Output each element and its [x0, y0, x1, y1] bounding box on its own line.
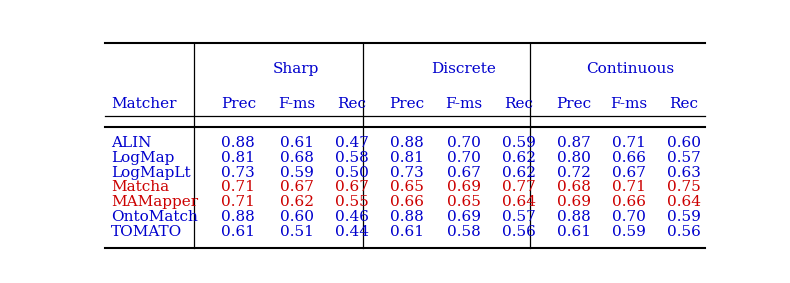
Text: F-ms: F-ms: [445, 97, 482, 111]
Text: 0.56: 0.56: [667, 225, 701, 239]
Text: 0.71: 0.71: [221, 195, 255, 209]
Text: 0.57: 0.57: [502, 210, 536, 224]
Text: 0.67: 0.67: [612, 166, 646, 179]
Text: 0.81: 0.81: [221, 151, 255, 165]
Text: 0.66: 0.66: [612, 195, 646, 209]
Text: 0.71: 0.71: [221, 180, 255, 194]
Text: 0.65: 0.65: [446, 195, 480, 209]
Text: 0.61: 0.61: [221, 225, 255, 239]
Text: Rec: Rec: [670, 97, 698, 111]
Text: LogMapLt: LogMapLt: [111, 166, 190, 179]
Text: 0.46: 0.46: [335, 210, 369, 224]
Text: 0.50: 0.50: [335, 166, 369, 179]
Text: Sharp: Sharp: [273, 62, 319, 76]
Text: 0.87: 0.87: [557, 136, 591, 150]
Text: 0.67: 0.67: [280, 180, 314, 194]
Text: 0.71: 0.71: [612, 180, 646, 194]
Text: 0.88: 0.88: [389, 136, 423, 150]
Text: 0.51: 0.51: [280, 225, 314, 239]
Text: 0.62: 0.62: [502, 166, 536, 179]
Text: 0.88: 0.88: [389, 210, 423, 224]
Text: Prec: Prec: [220, 97, 256, 111]
Text: Prec: Prec: [389, 97, 424, 111]
Text: 0.62: 0.62: [280, 195, 314, 209]
Text: 0.69: 0.69: [446, 180, 480, 194]
Text: 0.73: 0.73: [221, 166, 255, 179]
Text: 0.72: 0.72: [557, 166, 591, 179]
Text: 0.73: 0.73: [389, 166, 423, 179]
Text: 0.62: 0.62: [502, 151, 536, 165]
Text: 0.69: 0.69: [557, 195, 591, 209]
Text: Rec: Rec: [337, 97, 366, 111]
Text: 0.88: 0.88: [557, 210, 591, 224]
Text: 0.77: 0.77: [502, 180, 536, 194]
Text: 0.68: 0.68: [280, 151, 314, 165]
Text: 0.88: 0.88: [221, 210, 255, 224]
Text: 0.59: 0.59: [667, 210, 701, 224]
Text: 0.59: 0.59: [280, 166, 314, 179]
Text: 0.88: 0.88: [221, 136, 255, 150]
Text: 0.58: 0.58: [447, 225, 480, 239]
Text: 0.64: 0.64: [667, 195, 701, 209]
Text: 0.47: 0.47: [335, 136, 369, 150]
Text: 0.66: 0.66: [389, 195, 423, 209]
Text: 0.61: 0.61: [557, 225, 591, 239]
Text: 0.71: 0.71: [612, 136, 646, 150]
Text: LogMap: LogMap: [111, 151, 175, 165]
Text: 0.61: 0.61: [389, 225, 423, 239]
Text: Continuous: Continuous: [586, 62, 674, 76]
Text: 0.67: 0.67: [335, 180, 369, 194]
Text: 0.68: 0.68: [557, 180, 591, 194]
Text: 0.55: 0.55: [335, 195, 368, 209]
Text: 0.60: 0.60: [280, 210, 314, 224]
Text: 0.81: 0.81: [389, 151, 423, 165]
Text: F-ms: F-ms: [278, 97, 315, 111]
Text: 0.61: 0.61: [280, 136, 314, 150]
Text: Matcha: Matcha: [111, 180, 169, 194]
Text: 0.59: 0.59: [612, 225, 646, 239]
Text: Prec: Prec: [556, 97, 592, 111]
Text: Discrete: Discrete: [431, 62, 496, 76]
Text: 0.67: 0.67: [446, 166, 480, 179]
Text: 0.66: 0.66: [612, 151, 646, 165]
Text: MAMapper: MAMapper: [111, 195, 198, 209]
Text: 0.64: 0.64: [502, 195, 536, 209]
Text: 0.59: 0.59: [502, 136, 536, 150]
Text: TOMATO: TOMATO: [111, 225, 182, 239]
Text: 0.60: 0.60: [667, 136, 701, 150]
Text: 0.69: 0.69: [446, 210, 480, 224]
Text: 0.63: 0.63: [667, 166, 701, 179]
Text: 0.70: 0.70: [446, 136, 480, 150]
Text: ALIN: ALIN: [111, 136, 152, 150]
Text: 0.56: 0.56: [502, 225, 536, 239]
Text: 0.65: 0.65: [389, 180, 423, 194]
Text: 0.80: 0.80: [557, 151, 591, 165]
Text: 0.44: 0.44: [335, 225, 369, 239]
Text: 0.75: 0.75: [668, 180, 701, 194]
Text: 0.57: 0.57: [668, 151, 701, 165]
Text: Matcher: Matcher: [111, 97, 176, 111]
Text: F-ms: F-ms: [611, 97, 648, 111]
Text: Rec: Rec: [504, 97, 533, 111]
Text: 0.58: 0.58: [335, 151, 368, 165]
Text: OntoMatch: OntoMatch: [111, 210, 198, 224]
Text: 0.70: 0.70: [446, 151, 480, 165]
Text: 0.70: 0.70: [612, 210, 646, 224]
